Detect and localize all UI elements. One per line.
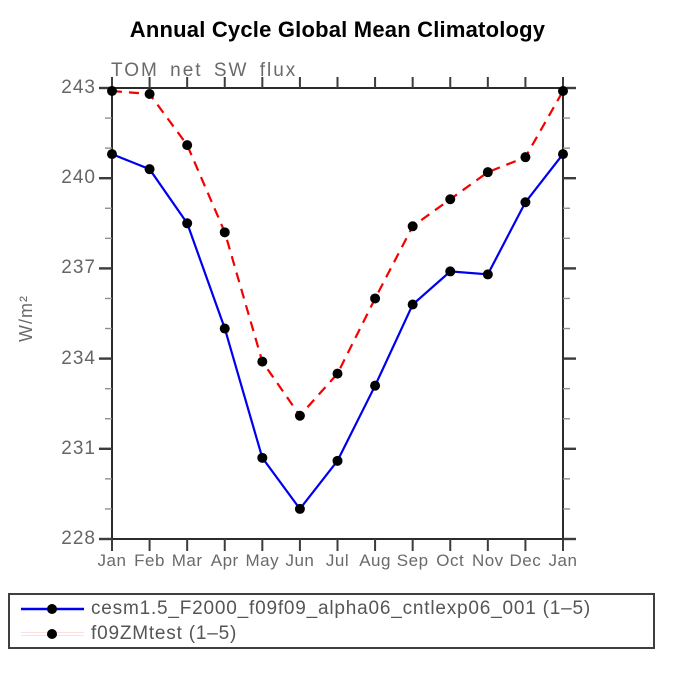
data-point-cesm1.5_F2000_f09f09_alpha06_cntlexp06_001-Sep	[407, 299, 418, 310]
data-point-f09ZMtest-Sep	[407, 221, 418, 232]
legend-marker-icon	[47, 603, 57, 614]
data-point-cesm1.5_F2000_f09f09_alpha06_cntlexp06_001-May	[257, 452, 268, 463]
data-point-f09ZMtest-Feb	[144, 89, 155, 100]
data-point-cesm1.5_F2000_f09f09_alpha06_cntlexp06_001-Dec	[520, 197, 531, 208]
x-tick-label: Sep	[396, 551, 429, 570]
data-point-cesm1.5_F2000_f09f09_alpha06_cntlexp06_001-Jan	[558, 149, 568, 160]
data-point-f09ZMtest-Mar	[182, 140, 193, 151]
data-point-f09ZMtest-Oct	[445, 194, 456, 205]
data-point-f09ZMtest-Jan	[107, 86, 117, 97]
data-point-cesm1.5_F2000_f09f09_alpha06_cntlexp06_001-Nov	[482, 269, 493, 280]
chart-title: Annual Cycle Global Mean Climatology	[129, 17, 546, 42]
data-point-f09ZMtest-Aug	[370, 293, 381, 304]
data-point-f09ZMtest-Nov	[482, 167, 493, 178]
x-tick-label: Mar	[171, 551, 203, 570]
data-point-cesm1.5_F2000_f09f09_alpha06_cntlexp06_001-Jan	[107, 149, 117, 160]
legend-label: f09ZMtest (1–5)	[91, 622, 238, 644]
x-tick-label: Feb	[134, 551, 165, 570]
y-tick-label: 243	[61, 77, 96, 98]
x-tick-label: Jan	[548, 551, 578, 570]
data-point-cesm1.5_F2000_f09f09_alpha06_cntlexp06_001-Jun	[294, 503, 305, 514]
data-point-f09ZMtest-Dec	[520, 152, 531, 163]
x-tick-label: Dec	[509, 551, 542, 570]
plot-frame	[111, 87, 564, 540]
data-point-cesm1.5_F2000_f09f09_alpha06_cntlexp06_001-Feb	[144, 164, 155, 175]
data-point-f09ZMtest-Jun	[294, 410, 305, 421]
axis-subtitle: TOM net SW flux	[111, 60, 298, 81]
data-point-cesm1.5_F2000_f09f09_alpha06_cntlexp06_001-Oct	[445, 266, 456, 277]
x-tick-label: Nov	[471, 551, 504, 570]
y-tick-label: 228	[61, 528, 96, 549]
series-line-cesm1.5_F2000_f09f09_alpha06_cntlexp06_001	[111, 153, 564, 511]
y-tick-label: 240	[61, 167, 96, 189]
data-point-cesm1.5_F2000_f09f09_alpha06_cntlexp06_001-Aug	[370, 380, 381, 391]
x-tick-label: May	[245, 551, 280, 570]
x-tick-label: Jul	[325, 551, 350, 570]
legend-entry-f09zmtest: f09ZMtest (1–5)	[10, 621, 653, 646]
data-point-cesm1.5_F2000_f09f09_alpha06_cntlexp06_001-Apr	[219, 323, 230, 334]
legend-entry-cesm: cesm1.5_F2000_f09f09_alpha06_cntlexp06_0…	[10, 596, 653, 621]
data-point-f09ZMtest-Jan	[558, 86, 568, 97]
legend-box: cesm1.5_F2000_f09f09_alpha06_cntlexp06_0…	[8, 593, 655, 649]
data-point-cesm1.5_F2000_f09f09_alpha06_cntlexp06_001-Mar	[182, 218, 193, 229]
data-point-cesm1.5_F2000_f09f09_alpha06_cntlexp06_001-Jul	[332, 455, 343, 466]
x-tick-label: Aug	[359, 551, 391, 570]
x-tick-label: Apr	[210, 551, 239, 570]
legend-label: cesm1.5_F2000_f09f09_alpha06_cntlexp06_0…	[91, 597, 592, 619]
y-tick-label: 234	[61, 347, 96, 369]
y-tick-label: 231	[61, 437, 96, 459]
data-point-f09ZMtest-May	[257, 356, 268, 367]
legend-marker-icon	[47, 628, 57, 639]
legend-line-sample-dashed	[21, 628, 84, 639]
data-point-f09ZMtest-Apr	[219, 227, 230, 238]
data-point-f09ZMtest-Jul	[332, 368, 343, 379]
legend-line-sample-solid	[21, 603, 84, 614]
series-line-f09ZMtest	[111, 89, 564, 418]
y-tick-label: 237	[61, 257, 96, 279]
x-tick-label: Jan	[97, 551, 127, 570]
x-tick-label: Jun	[285, 551, 315, 570]
x-tick-label: Oct	[436, 551, 465, 570]
